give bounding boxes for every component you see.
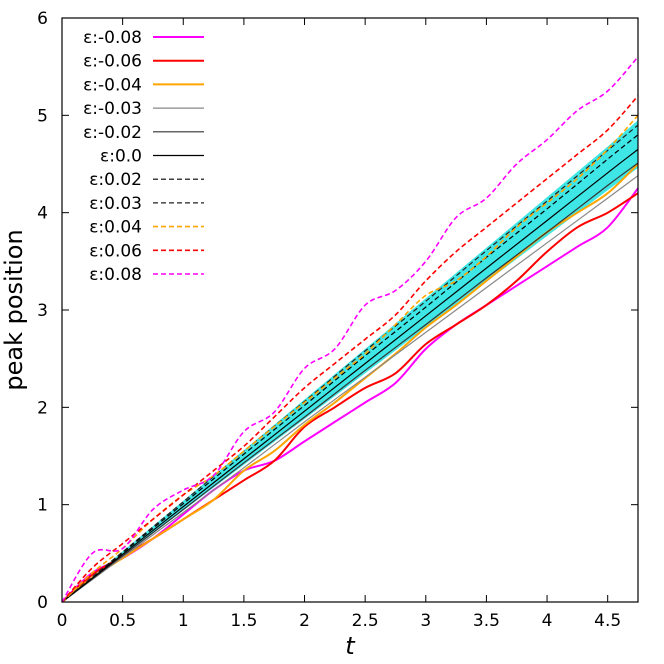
series-line-10: [61, 56, 639, 603]
legend-label: ε:0.02: [89, 170, 142, 190]
y-tick-label: 1: [37, 496, 48, 516]
y-axis-ticks: 0 1 2 3 4 5 6: [37, 9, 638, 613]
legend-label: ε:-0.04: [83, 75, 142, 95]
y-tick-label: 2: [37, 398, 48, 418]
legend-label: ε:-0.02: [83, 123, 142, 143]
x-tick-label: 0.5: [109, 611, 136, 631]
legend-label: ε:0.0: [100, 147, 142, 167]
x-tick-label: 2.5: [352, 611, 379, 631]
legend-label: ε:0.08: [89, 265, 142, 285]
y-tick-label: 3: [37, 301, 48, 321]
y-tick-label: 5: [37, 106, 48, 126]
series-line-7: [61, 124, 639, 603]
series-line-9: [61, 95, 639, 603]
x-tick-label: 1.5: [230, 611, 257, 631]
series-line-4: [61, 162, 639, 603]
series-line-3: [61, 175, 639, 603]
legend: ε:-0.08 ε:-0.06 ε:-0.04 ε:-0.03 ε:-0.02 ε:0.0…: [83, 28, 204, 285]
series-line-8: [61, 114, 639, 603]
x-axis-label: t: [345, 632, 356, 660]
x-tick-label: 3.5: [473, 611, 500, 631]
legend-label: ε:0.04: [89, 218, 142, 238]
confidence-band: [62, 120, 638, 602]
legend-label: ε:-0.08: [83, 28, 142, 48]
legend-label: ε:0.06: [89, 241, 142, 261]
y-axis-label: peak position: [0, 229, 28, 390]
x-tick-label: 2: [299, 611, 310, 631]
y-tick-label: 6: [37, 9, 48, 29]
legend-label: ε:-0.03: [83, 99, 142, 119]
band-area: [62, 120, 638, 602]
series-line-6: [61, 134, 639, 603]
x-tick-label: 0: [57, 611, 68, 631]
x-tick-label: 4.5: [594, 611, 621, 631]
series-line-0: [61, 187, 639, 603]
series-line-5: [61, 148, 639, 603]
series-lines: [61, 56, 639, 603]
y-tick-label: 4: [37, 204, 48, 224]
legend-label: ε:0.03: [89, 194, 142, 214]
x-axis-ticks: 0 0.5 1 1.5 2 2.5 3 3.5 4 4.5: [57, 18, 621, 631]
legend-label: ε:-0.06: [83, 52, 142, 72]
x-tick-label: 4: [542, 611, 553, 631]
x-tick-label: 3: [420, 611, 431, 631]
x-tick-label: 1: [178, 611, 189, 631]
y-tick-label: 0: [37, 593, 48, 613]
